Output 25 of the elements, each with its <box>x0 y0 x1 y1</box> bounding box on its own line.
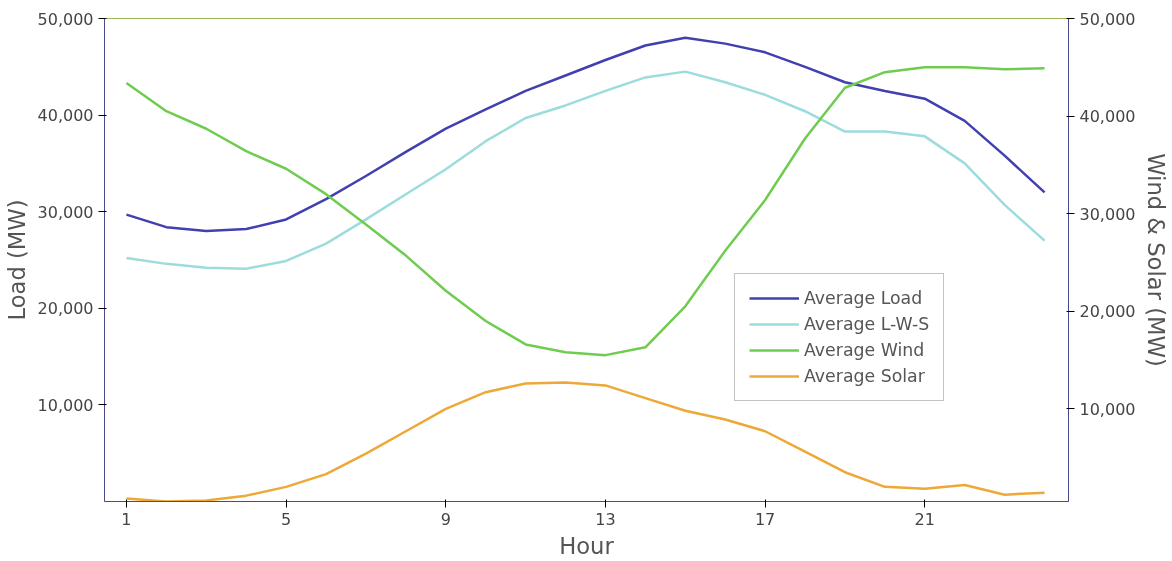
x-tick-label: 5 <box>281 509 292 529</box>
x-tick-label: 21 <box>914 509 935 529</box>
legend-label: Average Solar <box>804 366 925 386</box>
y2-tick-label: 30,000 <box>1079 204 1136 224</box>
legend-label: Average Wind <box>804 340 925 360</box>
y-axis-title: Load (MW) <box>3 199 30 321</box>
line-series <box>125 36 1046 233</box>
y-tick-label: 50,000 <box>37 9 94 29</box>
y-tick-label: 20,000 <box>37 299 94 319</box>
x-tick-label: 1 <box>121 509 132 529</box>
line-series <box>125 70 1046 270</box>
y-tick-label: 10,000 <box>37 395 94 415</box>
y2-tick-label: 20,000 <box>1079 302 1136 322</box>
y2-tick-label: 10,000 <box>1079 399 1136 419</box>
y-tick-label: 30,000 <box>37 202 94 222</box>
x-tick-label: 9 <box>440 509 451 529</box>
y2-tick-label: 40,000 <box>1079 107 1136 127</box>
x-tick-label: 13 <box>595 509 616 529</box>
y-tick-label: 40,000 <box>37 106 94 126</box>
legend-label: Average L-W-S <box>804 314 930 334</box>
y2-tick-label: 50,000 <box>1079 9 1136 29</box>
y2-axis-title: Wind & Solar (MW) <box>1143 153 1170 367</box>
x-axis-title: Hour <box>559 532 615 559</box>
x-tick-label: 17 <box>754 509 776 529</box>
legend-label: Average Load <box>804 288 923 308</box>
